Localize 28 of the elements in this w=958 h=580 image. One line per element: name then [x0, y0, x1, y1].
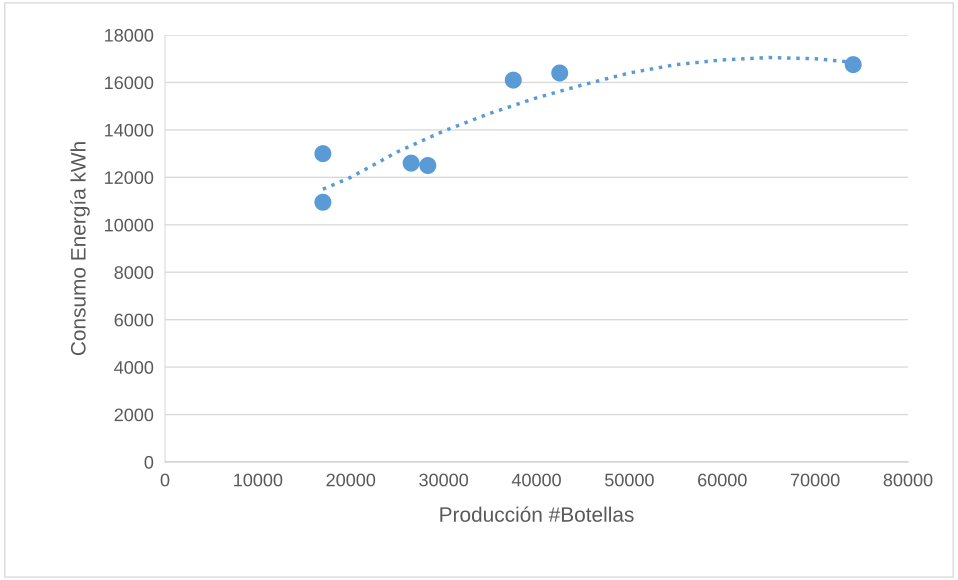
point [314, 145, 332, 162]
y-tick-label: 0 [144, 456, 154, 469]
x-tick-label: 70000 [790, 474, 840, 486]
x-axis-title: Producción #Botellas [440, 506, 634, 522]
y-tick-label: 4000 [114, 361, 154, 374]
x-tick-label: 10000 [234, 474, 282, 486]
point [551, 64, 568, 82]
point [504, 72, 522, 89]
x-tick-label: 60000 [698, 474, 747, 486]
y-tick-label: 2000 [114, 408, 154, 422]
x-tick-label: 40000 [512, 474, 561, 486]
x-tick-label: 50000 [604, 474, 654, 486]
y-tick-label: 6000 [114, 314, 154, 326]
point [844, 56, 862, 74]
y-tick-label: 12000 [105, 171, 154, 184]
point [402, 154, 420, 172]
y-tick-label: 18000 [105, 28, 154, 42]
point [419, 156, 436, 174]
y-tick-label: 16000 [105, 76, 154, 90]
x-tick-label: 20000 [326, 474, 376, 486]
point [314, 194, 332, 211]
x-tick-label: 80000 [884, 474, 932, 486]
x-tick-label: 0 [160, 474, 170, 486]
y-tick-label: 14000 [105, 124, 154, 137]
y-axis-title: Consumo Energía kWh [70, 142, 90, 356]
y-tick-label: 8000 [114, 266, 154, 279]
y-tick-label: 10000 [105, 218, 154, 232]
x-tick-label: 30000 [419, 474, 468, 486]
